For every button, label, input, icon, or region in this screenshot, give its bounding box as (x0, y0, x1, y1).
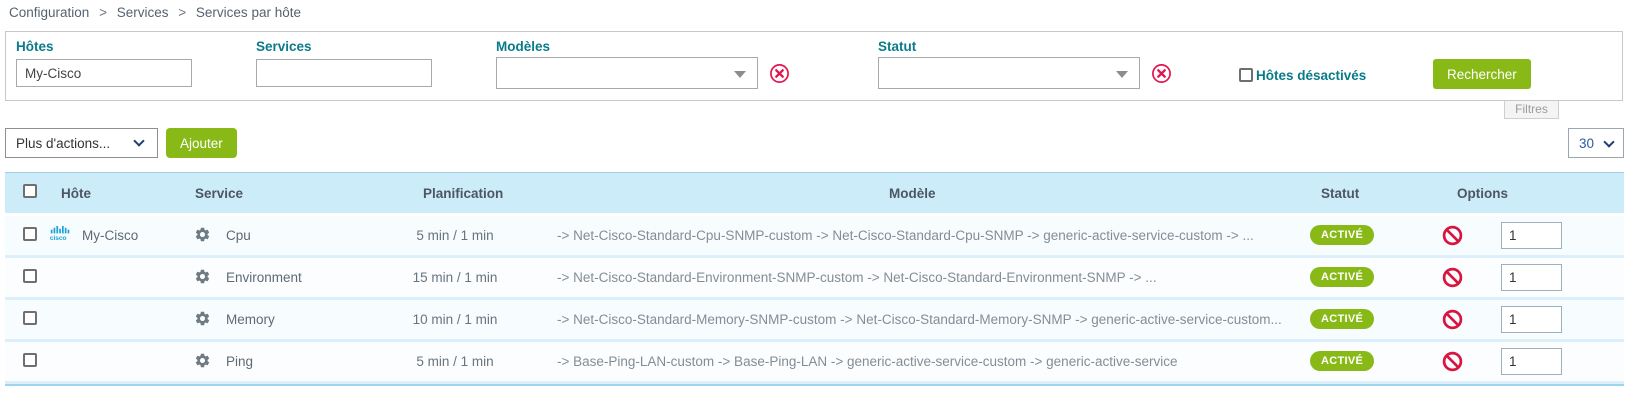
scheduling-value: 5 min / 1 min (416, 354, 494, 369)
breadcrumb-item-services-par-hote[interactable]: Services par hôte (195, 5, 301, 20)
template-chain: -> Net-Cisco-Standard-Memory-SNMP-custom… (557, 312, 1282, 327)
options-count-input[interactable] (1501, 348, 1562, 375)
disable-icon[interactable] (1442, 309, 1463, 330)
template-chain: -> Net-Cisco-Standard-Cpu-SNMP-custom ->… (557, 228, 1254, 243)
scheduling-value: 5 min / 1 min (416, 228, 494, 243)
breadcrumb-item-services[interactable]: Services (116, 5, 169, 20)
hosts-filter-input[interactable] (16, 59, 192, 87)
disabled-hosts-checkbox-label[interactable]: Hôtes désactivés (1239, 68, 1366, 83)
host-name[interactable]: My-Cisco (82, 228, 139, 243)
options-count-input[interactable] (1501, 306, 1562, 333)
row-checkbox[interactable] (23, 311, 37, 325)
options-count-input[interactable] (1501, 264, 1562, 291)
chevron-down-icon (734, 71, 746, 78)
clear-templates-filter-icon[interactable] (769, 63, 790, 84)
services-filter-input[interactable] (256, 59, 432, 87)
column-header-host[interactable]: Hôte (61, 186, 91, 201)
column-header-service[interactable]: Service (195, 186, 244, 201)
service-name[interactable]: Ping (226, 354, 254, 369)
disable-icon[interactable] (1442, 351, 1463, 372)
table-bottom-border (5, 384, 1624, 386)
breadcrumb: Configuration > Services > Services par … (9, 5, 305, 20)
disabled-hosts-checkbox[interactable] (1239, 68, 1253, 82)
hosts-filter-label: Hôtes (16, 39, 54, 54)
gear-icon (195, 227, 210, 242)
chevron-down-icon (1603, 136, 1615, 148)
table-header: Hôte Service Planification Modèle Statut… (5, 172, 1624, 213)
gear-icon (195, 311, 210, 326)
row-checkbox[interactable] (23, 227, 37, 241)
more-actions-select[interactable]: Plus d'actions... (5, 128, 158, 158)
template-chain: -> Net-Cisco-Standard-Environment-SNMP-c… (557, 270, 1157, 285)
svg-text:cisco: cisco (50, 235, 67, 241)
status-badge: ACTIVÉ (1310, 351, 1375, 371)
page-size-select[interactable]: 30 (1568, 128, 1624, 158)
service-name[interactable]: Cpu (226, 228, 251, 243)
table-row: Memory 10 min / 1 min -> Net-Cisco-Stand… (5, 300, 1624, 339)
row-checkbox[interactable] (23, 269, 37, 283)
table-body: cisco My-Cisco Cpu 5 min / 1 min -> Net-… (5, 216, 1624, 386)
clear-status-filter-icon[interactable] (1151, 63, 1172, 84)
table-row: cisco My-Cisco Cpu 5 min / 1 min -> Net-… (5, 216, 1624, 255)
cisco-logo-icon: cisco (50, 225, 70, 241)
add-button[interactable]: Ajouter (166, 128, 237, 158)
column-header-scheduling[interactable]: Planification (423, 186, 504, 201)
template-chain: -> Base-Ping-LAN-custom -> Base-Ping-LAN… (557, 354, 1178, 369)
scheduling-value: 15 min / 1 min (412, 270, 498, 285)
column-header-template[interactable]: Modèle (889, 186, 936, 201)
table-row: Environment 15 min / 1 min -> Net-Cisco-… (5, 258, 1624, 297)
gear-icon (195, 269, 210, 284)
disable-icon[interactable] (1442, 225, 1463, 246)
chevron-down-icon (133, 135, 145, 147)
services-filter-label: Services (256, 39, 312, 54)
status-filter-label: Statut (878, 39, 917, 54)
disable-icon[interactable] (1442, 267, 1463, 288)
chevron-down-icon (1116, 71, 1128, 78)
page-size-value: 30 (1579, 136, 1595, 151)
filter-panel: Hôtes Services Modèles Statut Hôtes désa… (5, 31, 1623, 101)
gear-icon (195, 353, 210, 368)
service-name[interactable]: Environment (226, 270, 302, 285)
status-badge: ACTIVÉ (1310, 225, 1375, 245)
table-row: Ping 5 min / 1 min -> Base-Ping-LAN-cust… (5, 342, 1624, 381)
status-badge: ACTIVÉ (1310, 309, 1375, 329)
options-count-input[interactable] (1501, 222, 1562, 249)
templates-filter-label: Modèles (496, 39, 551, 54)
status-filter-select[interactable] (878, 57, 1140, 89)
status-badge: ACTIVÉ (1310, 267, 1375, 287)
breadcrumb-separator: > (178, 5, 187, 20)
service-name[interactable]: Memory (226, 312, 275, 327)
disabled-hosts-text: Hôtes désactivés (1256, 68, 1367, 83)
scheduling-value: 10 min / 1 min (412, 312, 498, 327)
breadcrumb-separator: > (99, 5, 107, 20)
breadcrumb-item-configuration[interactable]: Configuration (9, 5, 90, 20)
select-all-checkbox[interactable] (23, 184, 37, 198)
more-actions-label: Plus d'actions... (16, 136, 111, 151)
filters-tab[interactable]: Filtres (1504, 101, 1559, 119)
column-header-status[interactable]: Statut (1321, 186, 1360, 201)
row-checkbox[interactable] (23, 353, 37, 367)
column-header-options[interactable]: Options (1457, 186, 1508, 201)
templates-filter-select[interactable] (496, 57, 758, 89)
search-button[interactable]: Rechercher (1433, 59, 1531, 89)
